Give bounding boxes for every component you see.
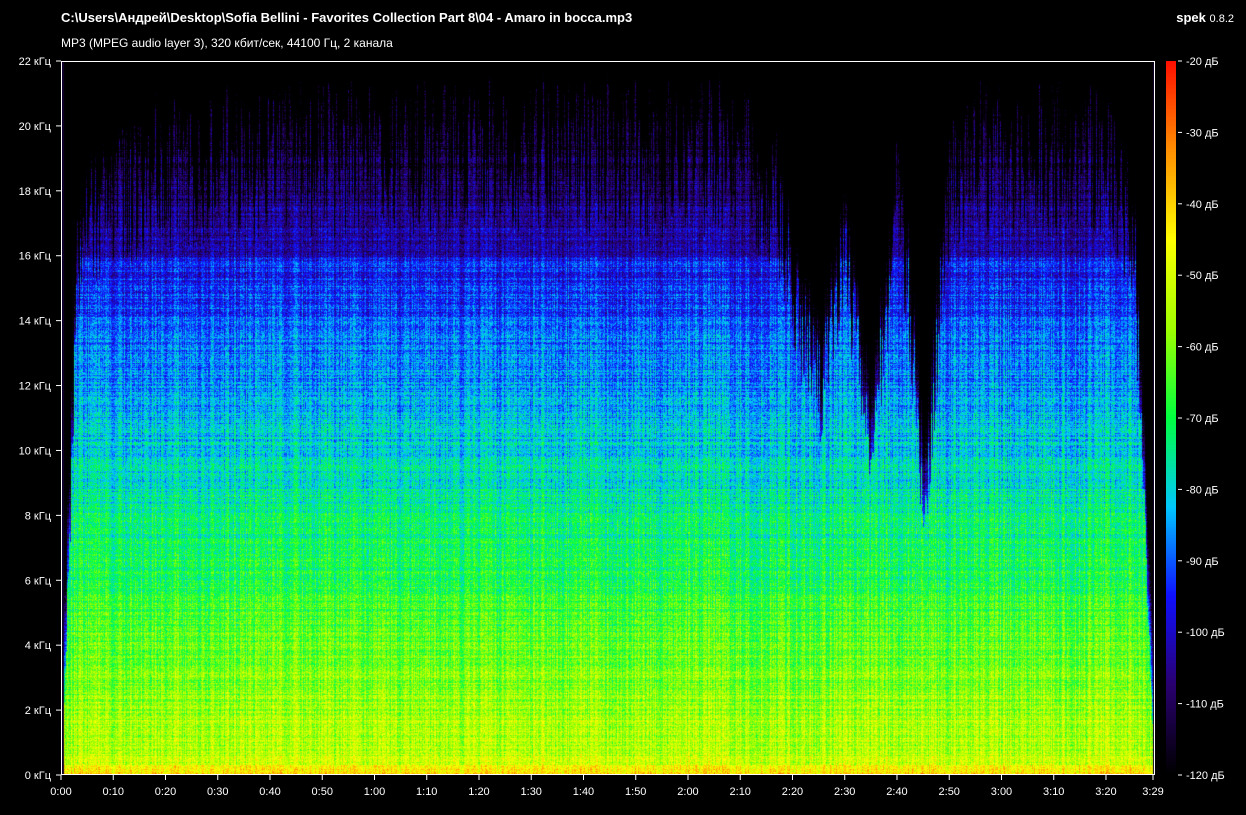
y-tick-label: 22 кГц [19,56,52,68]
file-path-title: C:\Users\Андрей\Desktop\Sofia Bellini - … [61,10,633,25]
x-tick-label: 1:20 [468,786,489,798]
x-tick-label: 3:10 [1043,786,1064,798]
x-tick-label: 0:10 [103,786,124,798]
plot-frame [61,61,1155,775]
x-tick-label: 3:20 [1095,786,1116,798]
x-tick-label: 3:00 [991,786,1012,798]
x-tick-label: 0:40 [259,786,280,798]
x-tick-label: 1:10 [416,786,437,798]
colorbar-tick-label: -90 дБ [1186,556,1219,568]
app-brand: spek 0.8.2 [1176,10,1234,25]
spectrogram-heatmap [62,62,1154,774]
x-tick-label: 3:29 [1142,786,1163,798]
colorbar-tick-label: -40 дБ [1186,199,1219,211]
x-tick-label: 1:30 [521,786,542,798]
y-tick-label: 14 кГц [19,316,52,328]
y-tick-label: 18 кГц [19,186,52,198]
x-tick-label: 2:10 [730,786,751,798]
colorbar [1166,61,1176,775]
y-tick-label: 4 кГц [25,640,52,652]
y-tick-label: 6 кГц [25,575,52,587]
x-tick-label: 2:40 [886,786,907,798]
colorbar-tick-label: -70 дБ [1186,413,1219,425]
x-tick-label: 1:50 [625,786,646,798]
x-tick-label: 2:00 [677,786,698,798]
colorbar-tick-label: -50 дБ [1186,270,1219,282]
colorbar-tick-label: -80 дБ [1186,484,1219,496]
x-tick-label: 2:20 [782,786,803,798]
y-tick-label: 16 кГц [19,251,52,263]
app-name: spek [1176,10,1206,25]
y-tick-label: 10 кГц [19,445,52,457]
y-tick-label: 8 кГц [25,510,52,522]
x-tick-label: 1:00 [364,786,385,798]
x-tick-label: 0:50 [312,786,333,798]
x-tick-label: 0:30 [207,786,228,798]
colorbar-tick-label: -100 дБ [1186,627,1225,639]
colorbar-tick-label: -60 дБ [1186,342,1219,354]
x-tick-label: 2:50 [939,786,960,798]
y-tick-label: 12 кГц [19,381,52,393]
x-tick-label: 0:20 [155,786,176,798]
y-tick-label: 0 кГц [25,770,52,782]
stream-info: MP3 (MPEG audio layer 3), 320 кбит/сек, … [61,36,393,50]
colorbar-tick-label: -110 дБ [1186,699,1224,711]
x-tick-label: 2:30 [834,786,855,798]
colorbar-tick-label: -20 дБ [1186,56,1219,68]
y-tick-label: 2 кГц [25,705,52,717]
y-tick-label: 20 кГц [19,121,52,133]
colorbar-tick-label: -120 дБ [1186,770,1225,782]
x-tick-label: 0:00 [50,786,71,798]
x-tick-label: 1:40 [573,786,594,798]
app-version: 0.8.2 [1209,13,1234,25]
colorbar-tick-label: -30 дБ [1186,127,1219,139]
